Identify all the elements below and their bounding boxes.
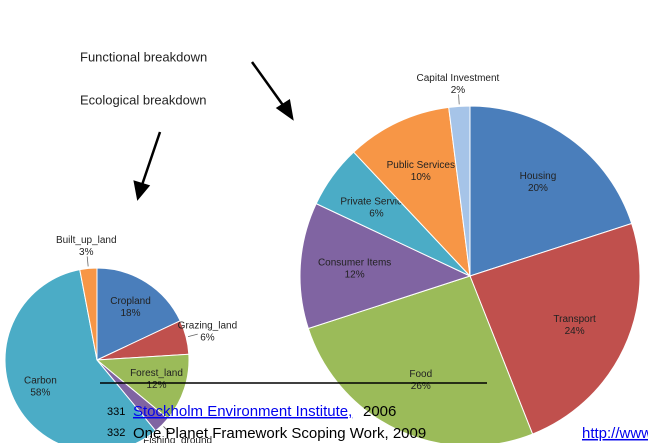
slice-label: Transport: [553, 314, 596, 325]
leader-line: [86, 256, 89, 267]
slice-value: 2%: [451, 85, 466, 96]
slice-label: Food: [409, 369, 432, 380]
slice-value: 58%: [30, 387, 50, 398]
slice-label: Consumer Items: [318, 257, 391, 268]
slice-label: Grazing_land: [178, 320, 237, 331]
slice-label: Private Services: [340, 197, 412, 208]
slice-value: 3%: [79, 247, 94, 258]
footnote-link[interactable]: http://www: [582, 425, 648, 442]
footnote-link[interactable]: Stockholm Environment Institute,: [133, 403, 352, 420]
slice-value: 18%: [121, 308, 141, 319]
annotation: Ecological breakdown: [80, 92, 206, 107]
slice: [4, 269, 157, 443]
slice-value: 12%: [146, 380, 166, 391]
slice-value: 12%: [345, 269, 365, 280]
footnote-text: 2006: [363, 403, 396, 420]
annotation: Functional breakdown: [80, 49, 207, 64]
slice: [79, 267, 98, 361]
slice-label: Public Services: [387, 160, 455, 171]
leader-line: [187, 333, 198, 338]
slice-value: 6%: [200, 332, 215, 343]
footnote-number: 332: [107, 427, 125, 439]
slice: [96, 267, 181, 361]
leader-line: [163, 426, 171, 434]
slice: [299, 202, 472, 330]
slice-value: 6%: [369, 209, 384, 220]
slice-label: Cropland: [110, 296, 151, 307]
arrows: [133, 61, 294, 201]
leader-line: [458, 94, 460, 105]
slice: [469, 105, 633, 277]
slice-label: Built_up_land: [56, 235, 117, 246]
slice: [469, 222, 641, 435]
slice-value: 20%: [528, 183, 548, 194]
footnote-number: 331: [107, 406, 125, 418]
slice: [448, 105, 471, 277]
slice-label: Housing: [520, 171, 557, 182]
slice-value: 10%: [411, 172, 431, 183]
footnote-text: One Planet Framework Scoping Work, 2009: [133, 425, 426, 442]
slice: [352, 106, 471, 278]
slice-value: 24%: [565, 326, 585, 337]
slice-label: Carbon: [24, 375, 57, 386]
slice-label: Fishing_ground: [143, 435, 212, 443]
slice-label: Capital Investment: [417, 73, 500, 84]
slice-value: 26%: [411, 381, 431, 392]
slice: [95, 353, 190, 420]
slice-label: Forest_land: [130, 368, 183, 379]
